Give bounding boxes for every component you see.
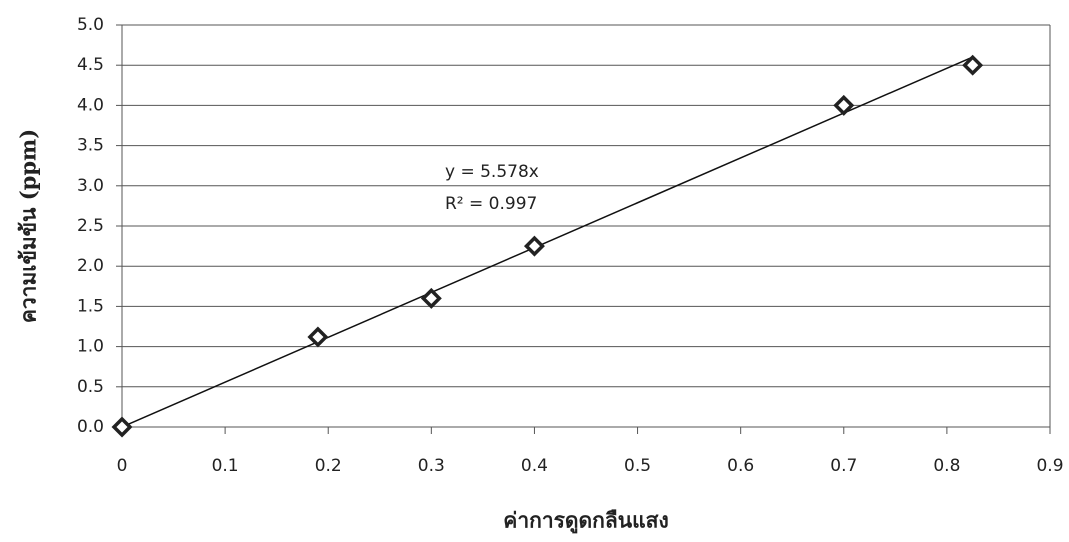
x-tick-label: 0.3 [418,456,445,476]
x-tick-label: 0.5 [624,456,651,476]
data-point [111,416,133,438]
y-tick-label: 1.5 [77,296,104,316]
x-tick-label: 0.1 [212,456,239,476]
data-point [307,326,329,348]
y-tick-label: 0.5 [77,377,104,397]
x-axis-title: ค่าการดูดกลืนแสง [503,508,668,535]
trendline [121,56,973,428]
x-tick-label: 0.2 [315,456,342,476]
x-tick-label: 0.6 [727,456,754,476]
x-tick-label: 0.7 [830,456,857,476]
data-point [962,54,984,76]
data-point [523,235,545,257]
x-tick-label: 0.9 [1036,456,1063,476]
x-tick-label: 0 [117,456,128,476]
y-tick-label: 4.5 [77,55,104,75]
x-tick-label: 0.8 [933,456,960,476]
x-tick-label: 0.4 [521,456,548,476]
y-tick-label: 1.0 [77,337,104,357]
y-tick-label: 2.0 [77,256,104,276]
trendline-equation: y = 5.578x [445,162,539,182]
y-tick-label: 3.0 [77,176,104,196]
y-tick-label: 5.0 [77,15,104,35]
trendline-r2: R² = 0.997 [445,194,537,214]
y-tick-label: 0.0 [77,417,104,437]
y-tick-label: 4.0 [77,95,104,115]
data-point [833,94,855,116]
y-tick-label: 2.5 [77,216,104,236]
data-point [420,287,442,309]
y-axis-title: ความเข้มข้น (ppm) [16,129,41,323]
y-tick-label: 3.5 [77,136,104,156]
